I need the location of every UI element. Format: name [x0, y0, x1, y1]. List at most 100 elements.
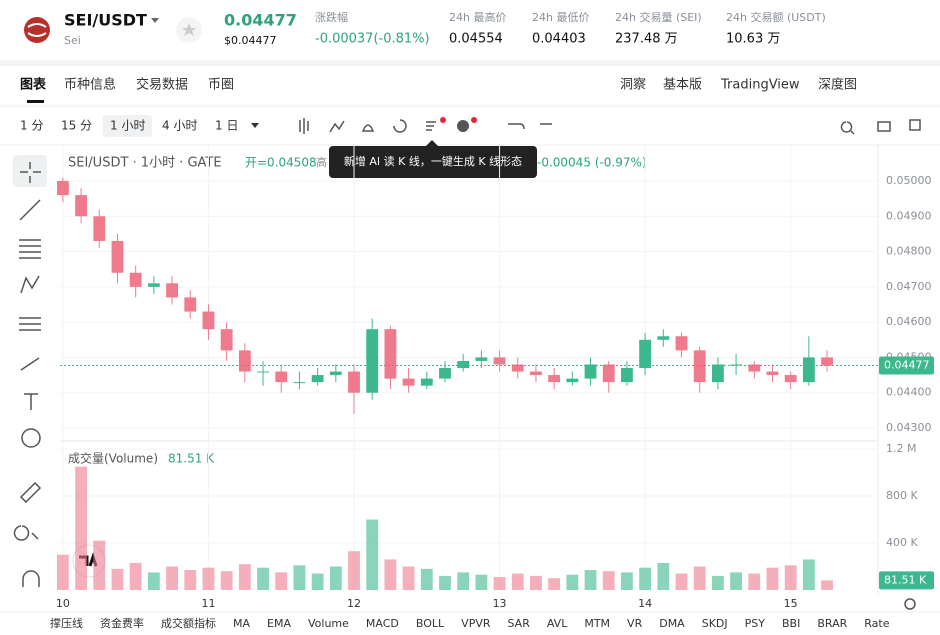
indicator[interactable]: 资金费率 — [100, 616, 144, 630]
candle-body — [220, 329, 233, 351]
y2-tick-label: 800 K — [886, 489, 918, 502]
y-tick-label: 0.04800 — [886, 245, 932, 258]
volume-bar — [493, 577, 506, 590]
indicator[interactable]: DMA — [659, 617, 685, 630]
candle-body — [129, 272, 142, 287]
last-price-box — [879, 356, 934, 375]
settings[interactable] — [904, 598, 916, 610]
right-tab[interactable]: 基本版 — [663, 78, 702, 93]
candle-body — [639, 339, 652, 369]
tab[interactable]: 图表 — [20, 77, 47, 93]
candle-body — [439, 368, 451, 379]
volume-value: 81.51 K — [168, 452, 215, 466]
header-bg — [0, 0, 940, 60]
right-tab[interactable]: TradingView — [720, 78, 800, 93]
candle-body — [56, 180, 69, 196]
volume-bar — [548, 578, 561, 590]
volume-bar — [511, 573, 524, 590]
right-tab[interactable]: 洞察 — [620, 78, 646, 93]
candle-body — [147, 283, 160, 287]
volume-bar — [366, 519, 379, 590]
y-tick-label: 0.05000 — [886, 174, 932, 187]
volume-bar — [75, 466, 88, 590]
candle-body — [657, 336, 670, 340]
right-tab[interactable]: 深度图 — [818, 77, 857, 93]
indicator[interactable]: BRAR — [817, 617, 847, 630]
indicator[interactable]: Rate — [864, 617, 889, 630]
toolbar-icons[interactable] — [299, 117, 921, 135]
candle-body — [311, 375, 324, 383]
candle-body — [821, 357, 833, 366]
stat-label: 24h 最高价 — [449, 10, 506, 24]
volume-bar — [784, 565, 797, 590]
price: 0.04477 — [224, 11, 297, 30]
volume-bar — [566, 574, 579, 590]
indicator[interactable]: MACD — [366, 617, 399, 630]
indicator[interactable]: 撑压线 — [50, 616, 83, 630]
candle-body — [475, 357, 488, 361]
indicator[interactable]: Volume — [308, 617, 349, 630]
volume-bar — [329, 566, 342, 590]
candle-body — [257, 371, 269, 373]
volume-bar — [457, 572, 470, 590]
volume-bar — [530, 575, 542, 590]
coin-icon-mark — [27, 23, 47, 37]
volume-bar — [147, 572, 160, 590]
tab[interactable]: 交易数据 — [136, 77, 188, 93]
divider — [0, 60, 940, 66]
candle-body — [166, 283, 178, 298]
stat-value: 10.63 万 — [726, 32, 780, 47]
volume-bar — [602, 571, 615, 590]
indicator[interactable]: SAR — [508, 617, 531, 630]
indicator[interactable]: PSY — [745, 617, 766, 630]
legend-high: 高 — [316, 155, 327, 169]
interval[interactable]: 4 小时 — [162, 119, 197, 133]
volume-bar — [202, 567, 215, 590]
indicator[interactable]: SKDJ — [702, 617, 728, 630]
volume-bar — [730, 572, 743, 590]
candle-body — [802, 357, 815, 383]
volume-bar — [93, 540, 106, 590]
interval[interactable]: 15 分 — [61, 119, 92, 133]
candle-body — [493, 357, 506, 365]
candle-body — [548, 375, 561, 383]
volume-bar — [639, 567, 652, 590]
indicator[interactable]: VR — [627, 617, 643, 630]
last-volume-box — [879, 571, 934, 590]
dropdown[interactable] — [151, 18, 159, 23]
dropdown[interactable] — [251, 123, 259, 128]
indicator[interactable]: AVL — [547, 617, 568, 630]
candle-body — [366, 329, 379, 393]
candle-body — [202, 311, 215, 330]
indicator[interactable]: EMA — [267, 617, 291, 630]
candle-body — [348, 371, 360, 393]
x-tick-label: 15 — [784, 597, 798, 610]
indicator[interactable]: MTM — [584, 617, 610, 630]
volume-bar — [238, 564, 251, 590]
interval[interactable]: 1 小时 — [110, 119, 145, 133]
drawing-tools[interactable] — [13, 162, 42, 587]
tooltip-text: 新增 AI 读 K 线，一键生成 K 线形态 — [344, 154, 522, 168]
volume-bar — [220, 571, 233, 590]
candle-body — [329, 371, 342, 376]
candle-body — [93, 216, 106, 241]
candle-body — [675, 336, 688, 351]
coin-name: Sei — [64, 34, 81, 47]
indicator[interactable]: 成交额指标 — [161, 616, 216, 630]
volume-bar — [802, 559, 815, 590]
tab[interactable]: 币种信息 — [64, 77, 116, 93]
indicator[interactable]: MA — [233, 617, 250, 630]
interval-active-bg — [103, 115, 152, 137]
candle-body — [420, 378, 433, 386]
y-tick-label: 0.04400 — [886, 386, 932, 399]
tooltip — [329, 146, 537, 178]
interval[interactable]: 1 分 — [20, 119, 43, 133]
pair: SEI/USDT — [64, 11, 147, 30]
tab[interactable]: 币圈 — [208, 78, 234, 93]
indicator[interactable]: BBI — [782, 617, 800, 630]
indicator[interactable]: BOLL — [416, 617, 445, 630]
interval[interactable]: 1 日 — [215, 119, 238, 133]
indicator[interactable]: VPVR — [461, 617, 491, 630]
y-tick-label: 0.04900 — [886, 209, 932, 222]
